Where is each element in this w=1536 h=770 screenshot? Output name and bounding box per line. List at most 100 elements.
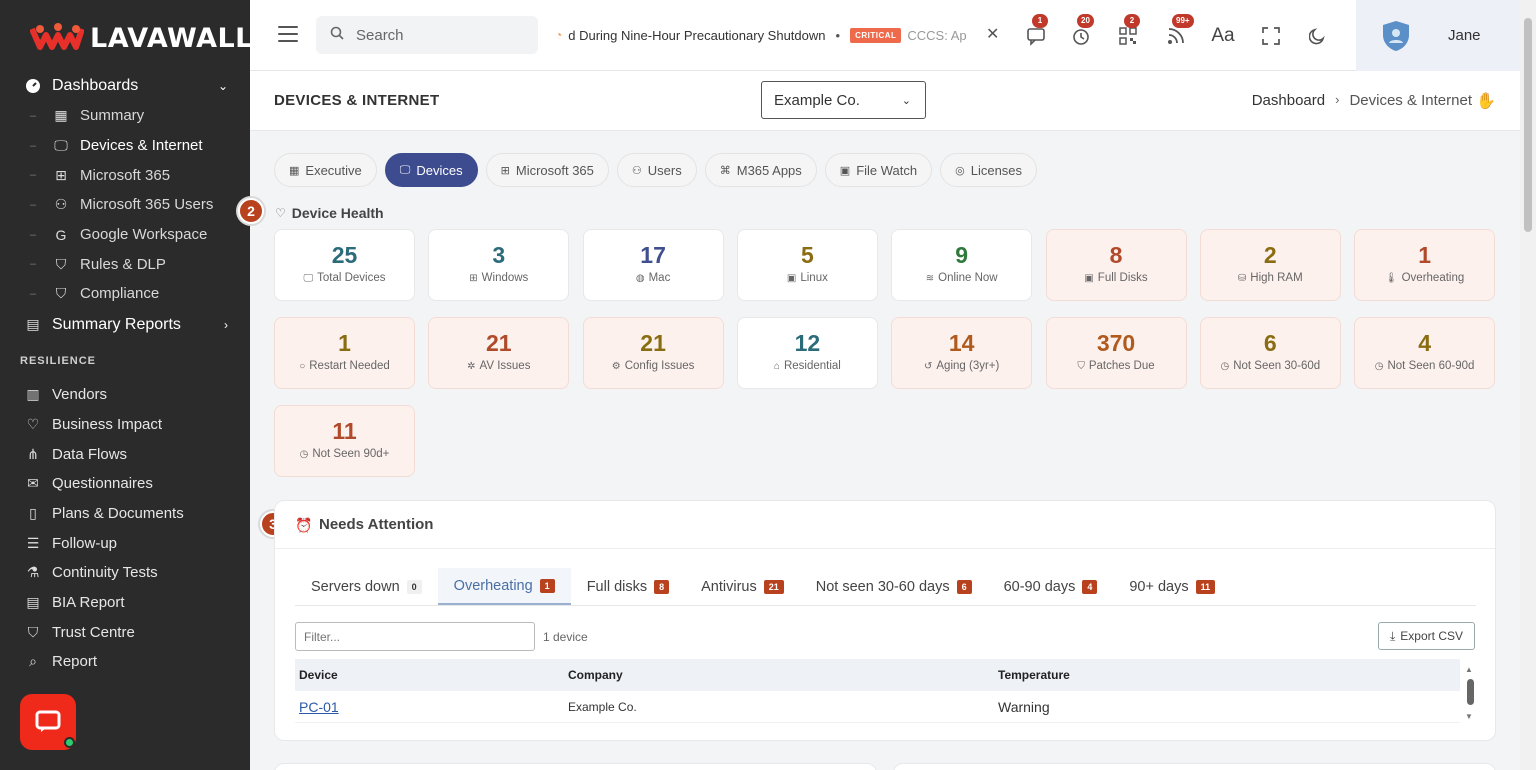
sidebar-item-business-impact[interactable]: ♡ Business Impact <box>0 410 250 440</box>
stat-card-not-seen-30-60d[interactable]: 6 ◷ Not Seen 30-60d <box>1199 317 1341 389</box>
breadcrumb-dashboard[interactable]: Dashboard <box>1251 92 1326 109</box>
tab-devices[interactable]: 🖵 Devices <box>384 153 478 187</box>
page-scroll-thumb[interactable] <box>1524 18 1532 232</box>
attention-tab-servers-down[interactable]: Servers down 0 <box>295 568 438 605</box>
scroll-up-icon[interactable]: ▲ <box>1465 665 1473 674</box>
column-header-temperature[interactable]: Temperature <box>998 668 1070 682</box>
sidebar-item-continuity-tests[interactable]: ⚗ Continuity Tests <box>0 558 250 588</box>
stat-label-row: 🖵 Total Devices <box>275 272 414 284</box>
qr-button[interactable]: 2 <box>1115 14 1141 49</box>
stat-card-patches-due[interactable]: 370 ⛉ Patches Due <box>1045 317 1187 389</box>
stat-label: High RAM <box>1250 272 1303 284</box>
sidebar-item-google-workspace[interactable]: – G Google Workspace <box>0 220 250 250</box>
feeds-button[interactable]: 99+ <box>1163 14 1194 49</box>
stat-label-row: ◍ Mac <box>584 272 723 284</box>
stat-card-linux[interactable]: 5 ▣ Linux <box>736 229 878 301</box>
stat-card-high-ram[interactable]: 2 ⛁ High RAM <box>1199 229 1341 301</box>
attention-tab-overheating[interactable]: Overheating 1 <box>437 568 571 605</box>
table-scrollbar[interactable]: ▲ ▼ <box>1465 665 1475 721</box>
dashboard-tabs: ▦ Executive 🖵 Devices ⊞ Microsoft 365 ⚇ Users ⌘ M… <box>274 153 1038 187</box>
news-ticker[interactable]: ◔ d During Nine-Hour Precautionary Shutd… <box>555 24 975 46</box>
users-icon: ⚇ <box>54 196 68 213</box>
sidebar-item-label: Vendors <box>52 386 108 404</box>
menu-toggle-icon[interactable] <box>278 26 298 44</box>
stat-label: Not Seen 60-90d <box>1387 360 1475 372</box>
device-link[interactable]: PC-01 <box>299 698 339 715</box>
scroll-thumb[interactable] <box>1467 679 1474 705</box>
font-size-icon[interactable]: Aa <box>1211 25 1235 46</box>
tab-users[interactable]: ⚇ Users <box>616 153 697 187</box>
ticker-close-icon[interactable]: ✕ <box>986 26 1000 43</box>
filter-input[interactable] <box>295 622 535 651</box>
sidebar-group-summary-reports[interactable]: ▤ Summary Reports › <box>0 310 250 340</box>
stat-card-overheating[interactable]: 1 🌡 Overheating <box>1354 229 1496 301</box>
stat-card-windows[interactable]: 3 ⊞ Windows <box>428 229 570 301</box>
export-csv-button[interactable]: ⤓ Export CSV <box>1378 622 1475 650</box>
attention-tab-not-seen-30-60-days[interactable]: Not seen 30-60 days 6 <box>800 568 988 605</box>
sidebar-item-data-flows[interactable]: ⋔ Data Flows <box>0 439 250 469</box>
stat-card-av-issues[interactable]: 21 ✲ AV Issues <box>428 317 570 389</box>
sidebar-item-microsoft-365[interactable]: – ⊞ Microsoft 365 <box>0 160 250 190</box>
sidebar-item-report[interactable]: ⌕ Report <box>0 647 250 677</box>
dark-mode-icon[interactable] <box>1305 23 1331 49</box>
stat-card-total-devices[interactable]: 25 🖵 Total Devices <box>274 229 415 301</box>
gear-icon: ⚙ <box>611 360 621 372</box>
stat-card-restart-needed[interactable]: 1 ○ Restart Needed <box>274 317 415 389</box>
sidebar: LAVAWALL® Dashboards ⌄ – ▦ Summary – 🖵 Device… <box>0 0 267 770</box>
tab-file-watch[interactable]: ▣ File Watch <box>824 153 933 187</box>
sidebar-item-label: Data Flows <box>52 445 128 463</box>
stat-card-config-issues[interactable]: 21 ⚙ Config Issues <box>582 317 724 389</box>
sidebar-item-questionnaires[interactable]: ✉ Questionnaires <box>0 469 250 499</box>
company-select[interactable]: Example Co. ⌄ <box>761 81 926 119</box>
stat-label: Linux <box>800 272 828 284</box>
sidebar-item-plans-documents[interactable]: ▯ Plans & Documents <box>0 499 250 529</box>
sidebar-item-vendors[interactable]: ▥ Vendors <box>0 380 250 410</box>
attention-tab-count: 11 <box>1195 579 1216 594</box>
file-icon: ▣ <box>839 164 851 177</box>
stat-card-online-now[interactable]: 9 ≋ Online Now <box>891 229 1033 301</box>
attention-tab-label: 60-90 days <box>1003 578 1076 595</box>
sidebar-item-devices-internet[interactable]: – 🖵 Devices & Internet <box>0 131 250 161</box>
stat-card-aging-3yr-[interactable]: 14 ↺ Aging (3yr+) <box>891 317 1033 389</box>
messages-button[interactable]: 1 <box>1023 14 1049 49</box>
attention-tab-count: 0 <box>406 579 422 594</box>
brand-logo[interactable]: LAVAWALL® <box>30 18 267 58</box>
sidebar-item-rules-dlp[interactable]: – ⛉ Rules & DLP <box>0 249 250 279</box>
sidebar-item-microsoft-365-users[interactable]: – ⚇ Microsoft 365 Users <box>0 190 250 220</box>
sidebar-item-trust-centre[interactable]: ⛉ Trust Centre <box>0 617 250 647</box>
chat-button[interactable] <box>20 694 76 750</box>
stat-value: 6 <box>1263 330 1277 356</box>
hand-pointer-icon[interactable]: ✋ <box>1476 93 1496 110</box>
search-input[interactable]: Search <box>316 16 538 54</box>
sidebar-group-dashboards[interactable]: Dashboards ⌄ <box>0 71 250 101</box>
page-scrollbar[interactable] <box>1520 0 1536 770</box>
fullscreen-icon[interactable] <box>1258 23 1284 49</box>
stat-card-mac[interactable]: 17 ◍ Mac <box>582 229 724 301</box>
shield-check-icon: ⛉ <box>55 285 67 302</box>
sidebar-item-compliance[interactable]: – ⛉ Compliance <box>0 279 250 309</box>
rss-icon: ◔ <box>555 28 563 42</box>
timer-button[interactable]: 20 <box>1068 14 1094 49</box>
column-header-device[interactable]: Device <box>299 668 338 682</box>
tab-microsoft-365[interactable]: ⊞ Microsoft 365 <box>485 153 609 187</box>
tab-licenses[interactable]: ◎ Licenses <box>940 153 1038 187</box>
sidebar-item-summary[interactable]: – ▦ Summary <box>0 101 250 131</box>
attention-tab-antivirus[interactable]: Antivirus 21 <box>685 568 800 605</box>
scroll-down-icon[interactable]: ▼ <box>1465 712 1473 721</box>
tab-executive[interactable]: ▦ Executive <box>274 153 377 187</box>
stat-card-not-seen-90d-[interactable]: 11 ◷ Not Seen 90d+ <box>274 405 415 477</box>
attention-tab-full-disks[interactable]: Full disks 8 <box>571 568 685 605</box>
column-header-company[interactable]: Company <box>568 668 623 682</box>
sidebar-item-follow-up[interactable]: ☰ Follow-up <box>0 528 250 558</box>
stat-card-not-seen-60-90d[interactable]: 4 ◷ Not Seen 60-90d <box>1354 317 1496 389</box>
sidebar-item-bia-report[interactable]: ▤ BIA Report <box>0 588 250 618</box>
tab-m365-apps[interactable]: ⌘ M365 Apps <box>704 153 817 187</box>
user-menu[interactable]: Jane <box>1356 0 1520 71</box>
apple-icon: ◍ <box>635 272 645 284</box>
stat-card-residential[interactable]: 12 ⌂ Residential <box>736 317 878 389</box>
qr-code-icon <box>1119 27 1137 45</box>
attention-tab-60-90-days[interactable]: 60-90 days 4 <box>988 568 1114 605</box>
stat-label: Patches Due <box>1088 360 1155 372</box>
attention-tab-90-days[interactable]: 90+ days 11 <box>1113 568 1231 605</box>
stat-card-full-disks[interactable]: 8 ▣ Full Disks <box>1045 229 1187 301</box>
